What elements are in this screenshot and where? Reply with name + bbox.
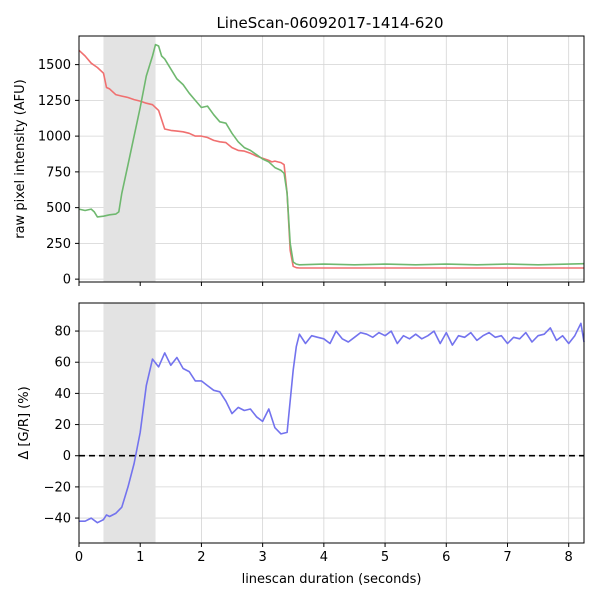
y-tick-label-3: 750 (46, 165, 71, 180)
ratio-series (79, 322, 585, 524)
y-tick-label-0: 0 (63, 273, 71, 288)
ratio-axes-frame (78, 302, 585, 544)
x-tick-label-2: 2 (197, 550, 205, 565)
stimulus-shade-bottom (103, 303, 156, 543)
y-tick-label-1: −20 (44, 480, 71, 495)
x-axis-label: linescan duration (seconds) (242, 572, 422, 587)
ratio-y-axis-label: Δ [G/R] (%) (17, 386, 32, 459)
x-tick-label-5: 5 (381, 550, 389, 565)
intensity-panel: 0 250 500 750 1000 1250 1500 raw pixel intensi… (13, 35, 585, 288)
x-tick-label-8: 8 (565, 550, 573, 565)
y-tick-label-4: 40 (54, 387, 71, 402)
intensity-axes-frame (78, 35, 585, 283)
chart-title: LineScan-06092017-1414-620 (216, 14, 443, 32)
y-tick-label-6: 1500 (38, 58, 71, 73)
x-tick-label-0: 0 (75, 550, 83, 565)
green-series-line (78, 43, 585, 266)
intensity-y-axis-label: raw pixel intensity (AFU) (13, 79, 28, 239)
y-tick-label-2: 500 (46, 201, 71, 216)
red-series-line (78, 49, 584, 269)
y-tick-label-2: 0 (63, 449, 71, 464)
y-tick-label-5: 60 (54, 356, 71, 371)
ratio-ticks: 0 1 2 3 4 5 6 7 8 −40 −20 0 20 40 60 80 (44, 325, 573, 565)
ratio-panel: 0 1 2 3 4 5 6 7 8 −40 −20 0 20 40 60 80 Δ [G/R] (%) lin… (17, 302, 585, 587)
x-tick-label-3: 3 (258, 550, 266, 565)
x-tick-label-4: 4 (320, 550, 328, 565)
y-tick-label-0: −40 (44, 512, 71, 527)
intensity-series (78, 43, 585, 269)
x-tick-label-1: 1 (136, 550, 144, 565)
x-tick-label-7: 7 (503, 550, 511, 565)
y-tick-label-5: 1250 (38, 94, 71, 109)
x-tick-label-6: 6 (442, 550, 450, 565)
intensity-grid (78, 36, 584, 282)
intensity-ticks: 0 250 500 750 1000 1250 1500 (38, 58, 570, 288)
y-tick-label-4: 1000 (38, 130, 71, 145)
y-tick-label-3: 20 (54, 418, 71, 433)
blue-series-line (79, 322, 585, 524)
y-tick-label-6: 80 (54, 325, 71, 340)
y-tick-label-1: 250 (46, 237, 71, 252)
